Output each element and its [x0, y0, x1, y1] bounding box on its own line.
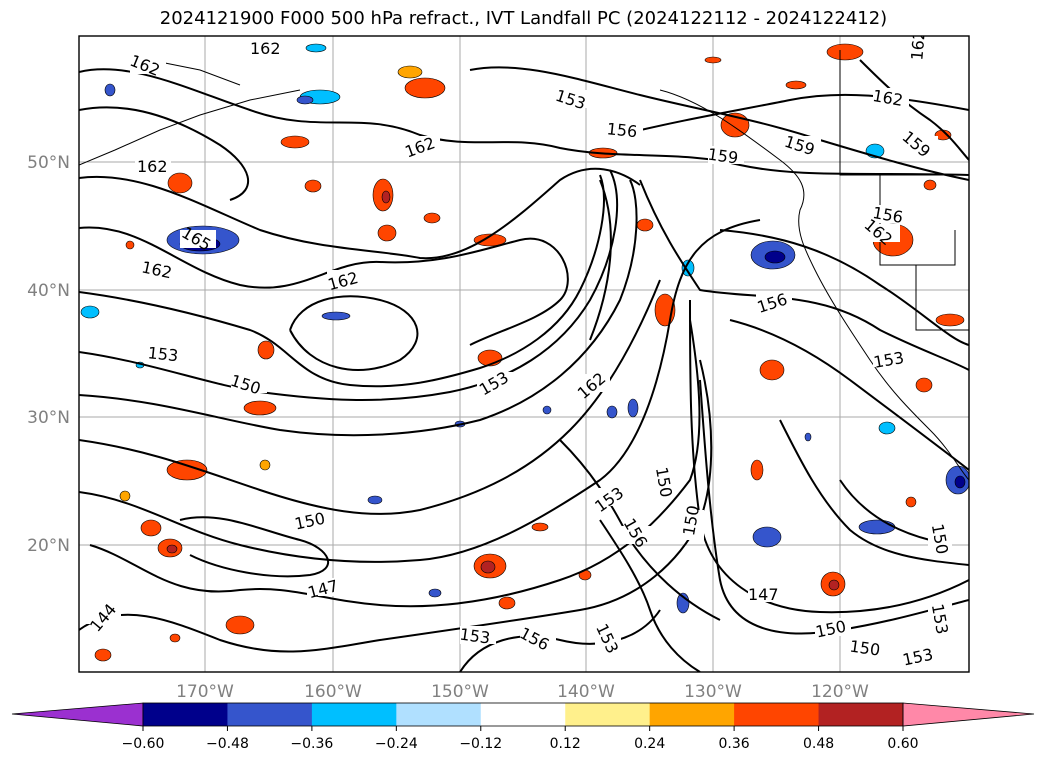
colorbar-tick-label: −0.24 [375, 736, 418, 752]
colorbar-tick-label: −0.60 [122, 736, 165, 752]
colorbar-bin [565, 703, 651, 726]
contour-label: 147 [748, 585, 779, 604]
lon-tick-label: 160°W [304, 682, 362, 702]
contour-label: 153 [147, 343, 179, 365]
lon-tick-label: 140°W [557, 682, 615, 702]
colorbar-bin [818, 703, 904, 726]
map-frame [78, 35, 970, 673]
lat-tick-label: 30°N [27, 408, 70, 428]
colorbar-tick-label: 0.36 [719, 736, 750, 752]
colorbar: −0.60 −0.48 −0.36 −0.24 −0.12 0.12 0.24 0.36 0.4… [11, 702, 1035, 752]
map-title: 2024121900 F000 500 hPa refract., IVT La… [159, 8, 888, 29]
lat-tick-label: 50°N [27, 153, 70, 173]
lon-tick-label: 150°W [431, 682, 489, 702]
contour-label: 159 [707, 145, 740, 168]
contour-label: 150 [849, 637, 882, 660]
latitude-axis: 50°N 40°N 30°N 20°N [27, 153, 70, 556]
gridlines [79, 36, 969, 672]
colorbar-bin [734, 703, 820, 726]
contour-labels: 162 162 162 162 162 162 162 165 153 156 … [85, 29, 952, 669]
lat-tick-label: 20°N [27, 536, 70, 556]
contour-label: 153 [459, 625, 492, 648]
colorbar-tick-label: −0.12 [459, 736, 502, 752]
colorbar-bin [480, 703, 566, 726]
longitude-axis: 170°W 160°W 150°W 140°W 130°W 120°W [176, 682, 869, 702]
contour-label: 156 [606, 119, 638, 141]
contour-label: 162 [907, 29, 929, 61]
colorbar-bin [311, 703, 397, 726]
lon-tick-label: 170°W [176, 682, 234, 702]
colorbar-bin [227, 703, 313, 726]
lon-tick-label: 130°W [684, 682, 742, 702]
colorbar-tick-label: 0.12 [550, 736, 581, 752]
colorbar-tick-label: 0.48 [803, 736, 834, 752]
colorbar-tick-label: 0.24 [634, 736, 665, 752]
colorbar-tick-label: −0.36 [290, 736, 333, 752]
contour-label: 162 [137, 157, 168, 176]
lat-tick-label: 40°N [27, 281, 70, 301]
colorbar-under-extension [11, 702, 144, 727]
coastlines [79, 50, 969, 481]
colorbar-bin [649, 703, 735, 726]
colorbar-over-extension [902, 702, 1035, 727]
lon-tick-label: 120°W [811, 682, 869, 702]
colorbar-bin [396, 703, 482, 726]
colorbar-tick-label: 0.60 [887, 736, 918, 752]
contour-lines [79, 59, 969, 672]
contour-label: 162 [250, 39, 281, 58]
colorbar-tick-label: −0.48 [206, 736, 249, 752]
colorbar-bin [143, 703, 228, 726]
